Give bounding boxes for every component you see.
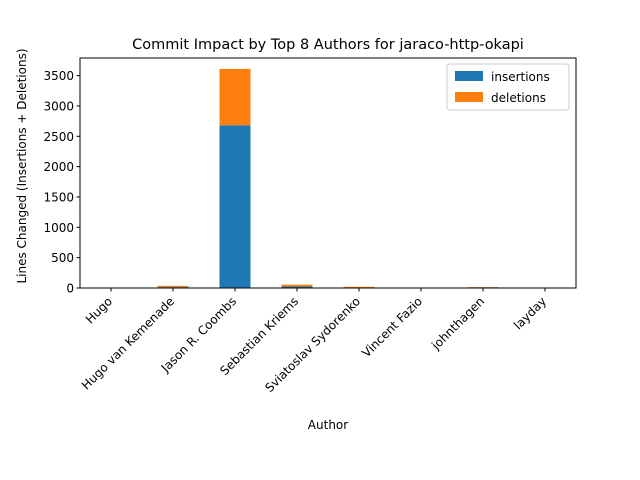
legend: insertions deletions xyxy=(446,63,570,111)
bar-deletions-4 xyxy=(343,286,375,288)
bar-deletions-1 xyxy=(157,285,189,288)
plot-frame xyxy=(79,57,577,289)
bar-insertions-2 xyxy=(219,125,251,288)
y-tick-label: 500 xyxy=(51,251,74,265)
y-tick-label: 2500 xyxy=(43,130,74,144)
y-tick-label: 1500 xyxy=(43,190,74,204)
bar-insertions-3 xyxy=(281,286,313,288)
bar-deletions-3 xyxy=(281,284,313,287)
y-tick-label: 2000 xyxy=(43,160,74,174)
legend-swatch-insertions xyxy=(455,71,483,81)
y-axis: 0 500 1000 1500 2000 2500 3000 3500 xyxy=(43,69,80,296)
y-tick-label: 3000 xyxy=(43,99,74,113)
legend-label-insertions: insertions xyxy=(491,70,550,84)
y-axis-label: Lines Changed (Insertions + Deletions) xyxy=(15,48,29,283)
legend-label-deletions: deletions xyxy=(491,91,546,105)
chart-title: Commit Impact by Top 8 Authors for jarac… xyxy=(132,37,524,53)
bar-deletions-2 xyxy=(219,68,251,126)
y-tick-label: 0 xyxy=(66,282,74,296)
y-tick-label: 1000 xyxy=(43,221,74,235)
x-axis-label: Author xyxy=(308,418,348,432)
y-tick-label: 3500 xyxy=(43,69,74,83)
legend-swatch-deletions xyxy=(455,92,483,102)
